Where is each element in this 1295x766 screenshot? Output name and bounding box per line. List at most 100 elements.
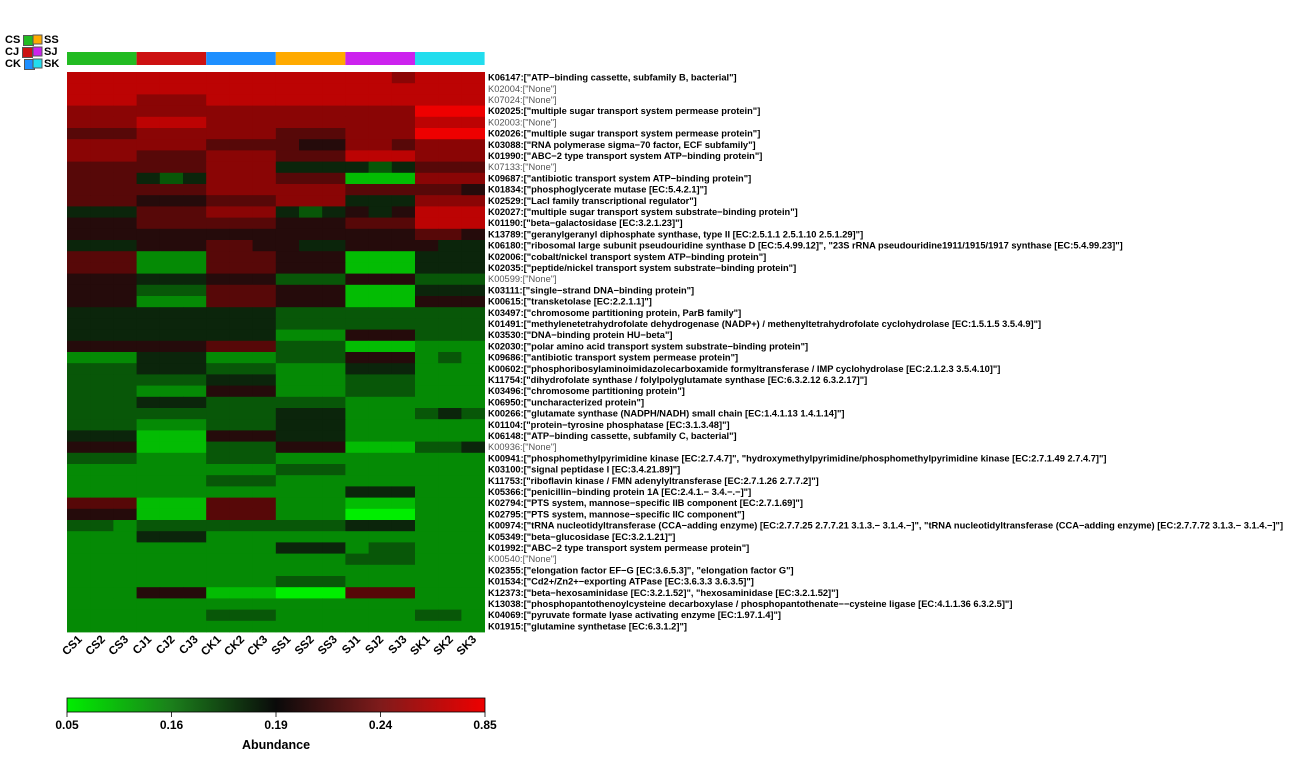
heatmap-cell — [438, 206, 462, 218]
heatmap-cell — [229, 206, 253, 218]
heatmap-cell — [391, 240, 416, 252]
heatmap-cell — [67, 307, 91, 319]
heatmap-cell — [461, 195, 485, 207]
heatmap-cell — [461, 161, 485, 174]
heatmap-cell — [299, 94, 323, 106]
heatmap-cell — [229, 508, 253, 521]
heatmap-cell — [438, 116, 462, 129]
heatmap-cell — [275, 520, 300, 532]
legend-swatch — [32, 46, 43, 57]
heatmap-cell — [345, 452, 369, 465]
heatmap-cell — [206, 228, 230, 241]
heatmap-cell — [159, 139, 184, 151]
row-label: K06950:["uncharacterized protein"] — [488, 397, 644, 407]
heatmap-cell — [136, 307, 161, 319]
heatmap-cell — [275, 363, 300, 375]
heatmap-cell — [322, 284, 346, 297]
heatmap-cell — [461, 374, 485, 386]
heatmap-cell — [461, 273, 485, 286]
heatmap-cell — [299, 374, 323, 386]
heatmap-cell — [229, 284, 253, 297]
heatmap-cell — [391, 587, 416, 599]
heatmap-cell — [113, 475, 137, 487]
heatmap-cell — [368, 240, 393, 252]
row-label: K01992:["ABC−2 type transport system per… — [488, 543, 749, 553]
heatmap-cell — [368, 598, 393, 610]
heatmap-cell — [159, 396, 184, 409]
heatmap-cell — [67, 385, 91, 398]
heatmap-cell — [90, 352, 114, 364]
group-bar-ck — [206, 52, 276, 65]
heatmap-cell — [345, 520, 369, 532]
heatmap-cell — [345, 609, 369, 622]
heatmap-cell — [461, 609, 485, 622]
heatmap-cell — [299, 408, 323, 420]
heatmap-cell — [438, 340, 462, 353]
heatmap-cell — [299, 251, 323, 263]
heatmap-cell — [229, 72, 253, 84]
heatmap-cell — [229, 419, 253, 431]
heatmap-cell — [252, 128, 277, 140]
heatmap-cell — [113, 408, 137, 420]
heatmap-cell — [345, 441, 369, 454]
heatmap-cell — [299, 150, 323, 162]
heatmap-cell — [206, 520, 230, 532]
heatmap-cell — [206, 464, 230, 476]
heatmap-cell — [299, 206, 323, 218]
heatmap-cell — [461, 284, 485, 297]
heatmap-cell — [229, 542, 253, 554]
heatmap-cell — [368, 363, 393, 375]
heatmap-cell — [322, 217, 346, 230]
legend-sk: SK — [44, 58, 60, 70]
heatmap-cell — [206, 251, 230, 263]
heatmap-cell — [438, 284, 462, 297]
heatmap-cell — [206, 296, 230, 308]
heatmap-cell — [415, 273, 439, 286]
heatmap-cell — [183, 508, 207, 521]
heatmap-cell — [183, 296, 207, 308]
heatmap-cell — [415, 139, 439, 151]
heatmap-cell — [159, 553, 184, 566]
heatmap-cell — [206, 576, 230, 588]
colorbar-tick-label: 0.24 — [369, 718, 393, 732]
heatmap-cell — [229, 161, 253, 174]
heatmap-cell — [299, 564, 323, 577]
heatmap-cell — [67, 340, 91, 353]
heatmap-cell — [415, 363, 439, 375]
heatmap-cell — [67, 161, 91, 174]
heatmap-cell — [67, 620, 91, 633]
heatmap-cell — [90, 340, 114, 353]
heatmap-cell — [461, 363, 485, 375]
heatmap-cell — [113, 318, 137, 330]
heatmap-cell — [229, 430, 253, 442]
heatmap-cell — [275, 184, 300, 196]
heatmap-cell — [252, 284, 277, 297]
heatmap-cell — [275, 161, 300, 174]
heatmap-cell — [183, 217, 207, 230]
heatmap-cell — [113, 284, 137, 297]
heatmap-cell — [299, 531, 323, 543]
heatmap-cell — [113, 553, 137, 566]
row-label: K03496:["chromosome partitioning protein… — [488, 386, 685, 396]
column-label: CK3 — [246, 634, 271, 659]
heatmap-cell — [90, 139, 114, 151]
heatmap-cell — [90, 564, 114, 577]
heatmap-cell — [368, 576, 393, 588]
row-label: K01190:["beta−galactosidase [EC:3.2.1.23… — [488, 218, 683, 228]
heatmap-cell — [391, 576, 416, 588]
heatmap-cell — [113, 296, 137, 308]
heatmap-cell — [368, 284, 393, 297]
heatmap-cell — [275, 240, 300, 252]
heatmap-cell — [391, 609, 416, 622]
heatmap-cell — [438, 128, 462, 140]
heatmap-cell — [461, 329, 485, 342]
heatmap-cell — [113, 128, 137, 140]
heatmap-cell — [345, 352, 369, 364]
heatmap-cell — [322, 128, 346, 140]
heatmap-cell — [136, 296, 161, 308]
heatmap-cell — [229, 520, 253, 532]
heatmap-cell — [368, 72, 393, 84]
row-label: K13038:["phosphopantothenoylcysteine dec… — [488, 599, 1012, 609]
heatmap-cell — [322, 172, 346, 185]
heatmap-cell — [322, 419, 346, 431]
